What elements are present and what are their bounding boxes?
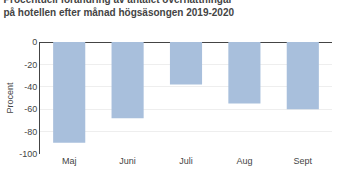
svg-text:Sept: Sept	[294, 156, 313, 166]
svg-text:Maj: Maj	[62, 156, 77, 166]
svg-text:Juli: Juli	[179, 156, 193, 166]
svg-text:Procent: Procent	[5, 82, 15, 114]
svg-text:Procentuell förändring av anta: Procentuell förändring av antalet överna…	[3, 0, 234, 18]
svg-text:0: 0	[32, 37, 37, 47]
svg-text:Aug: Aug	[236, 156, 252, 166]
svg-text:Juni: Juni	[119, 156, 136, 166]
svg-text:-80: -80	[24, 127, 37, 137]
svg-text:-100: -100	[19, 149, 37, 159]
svg-text:-40: -40	[24, 82, 37, 92]
svg-text:-60: -60	[24, 104, 37, 114]
svg-text:-20: -20	[24, 60, 37, 70]
